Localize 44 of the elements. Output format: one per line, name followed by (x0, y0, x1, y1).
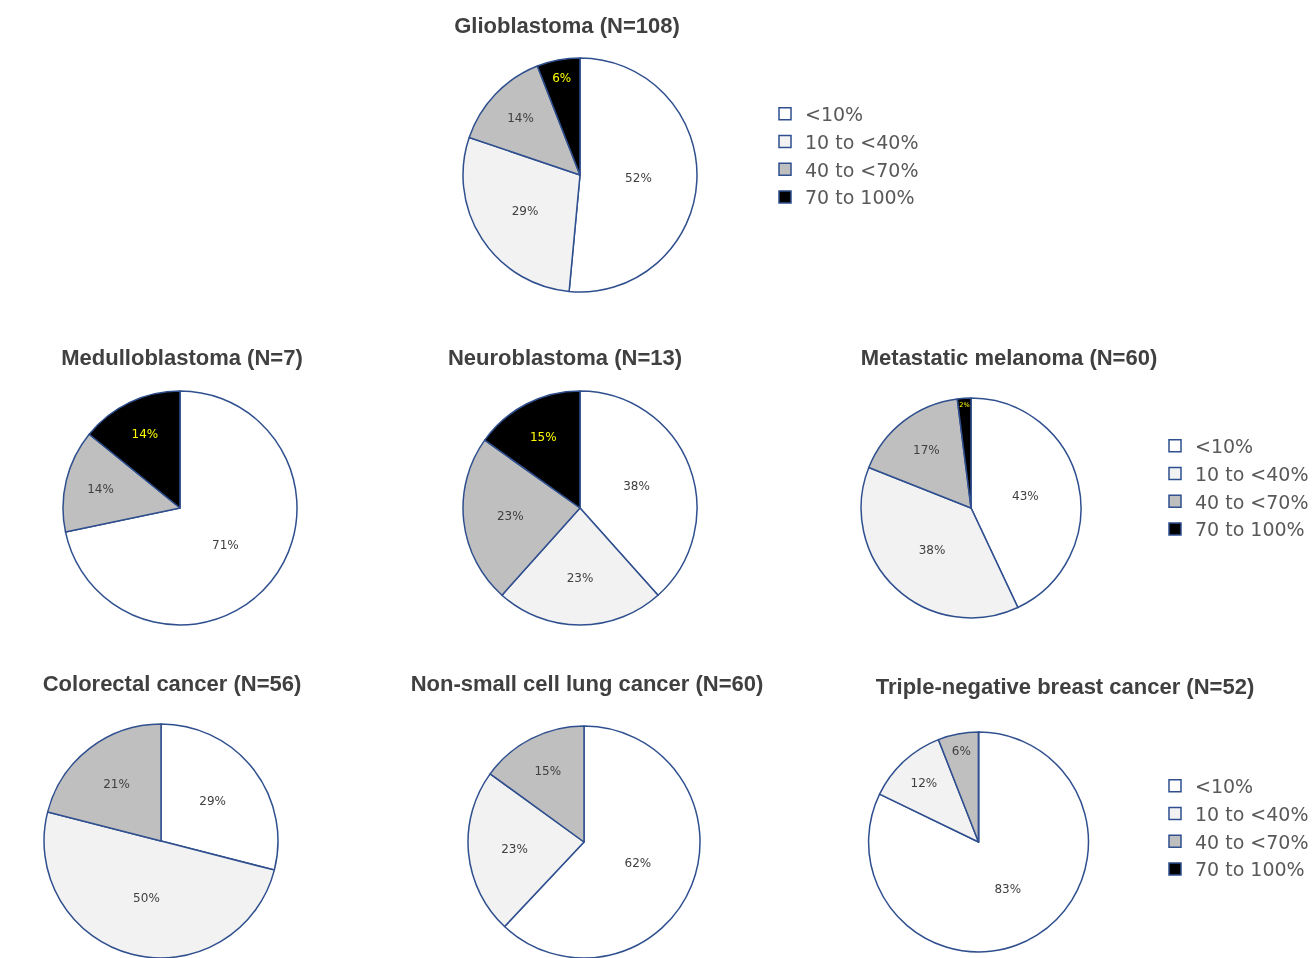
legend-label: <10% (1195, 435, 1254, 458)
legend-label: 70 to 100% (805, 186, 915, 209)
data-label: 12% (910, 775, 938, 790)
chart-title: Medulloblastoma (N=7) (61, 344, 303, 370)
data-label: 29% (199, 793, 226, 808)
data-label: 14% (131, 427, 159, 442)
data-label: 6% (552, 71, 572, 86)
pie-slice (868, 731, 1090, 953)
data-label: 6% (951, 743, 971, 758)
data-label: 50% (133, 890, 160, 905)
data-label: 14% (507, 111, 534, 126)
data-label: 15% (534, 763, 562, 778)
legend-label: 10 to <40% (1195, 462, 1309, 485)
data-label: 14% (87, 481, 114, 496)
data-label: 21% (103, 776, 130, 791)
chart-title: Neuroblastoma (N=13) (447, 344, 683, 370)
data-label: 29% (511, 203, 539, 218)
legend-label: 70 to 100% (1195, 858, 1305, 881)
chart-title: Non-small cell lung cancer (N=60) (410, 670, 764, 696)
data-label: 38% (918, 542, 946, 557)
data-label: 17% (913, 443, 940, 458)
legend-label: 10 to <40% (805, 130, 919, 153)
data-label: 83% (994, 881, 1022, 896)
legend-label: 40 to <70% (1195, 830, 1309, 853)
chart-title: Metastatic melanoma (N=60) (860, 344, 1158, 370)
pie-slice (64, 390, 298, 626)
legend-label: 40 to <70% (1195, 490, 1309, 513)
data-label: 62% (624, 856, 652, 871)
data-label: 23% (496, 508, 524, 523)
chart-title: Triple-negative breast cancer (N=52) (875, 673, 1255, 699)
data-label: 71% (212, 537, 239, 552)
legend-label: <10% (1195, 775, 1254, 798)
chart-title: Glioblastoma (N=108) (454, 12, 680, 38)
chart-title: Colorectal cancer (N=56) (42, 670, 302, 696)
legend-label: 10 to <40% (1195, 802, 1309, 825)
data-label: 23% (566, 571, 594, 586)
legend-label: 70 to 100% (1195, 518, 1305, 541)
data-label: 38% (623, 479, 650, 494)
legend-label: <10% (805, 103, 864, 126)
data-label: 23% (501, 841, 528, 856)
legend-label: 40 to <70% (805, 158, 919, 181)
data-label: 15% (529, 429, 557, 444)
data-label: 43% (1011, 488, 1039, 503)
data-label: 52% (625, 170, 652, 185)
